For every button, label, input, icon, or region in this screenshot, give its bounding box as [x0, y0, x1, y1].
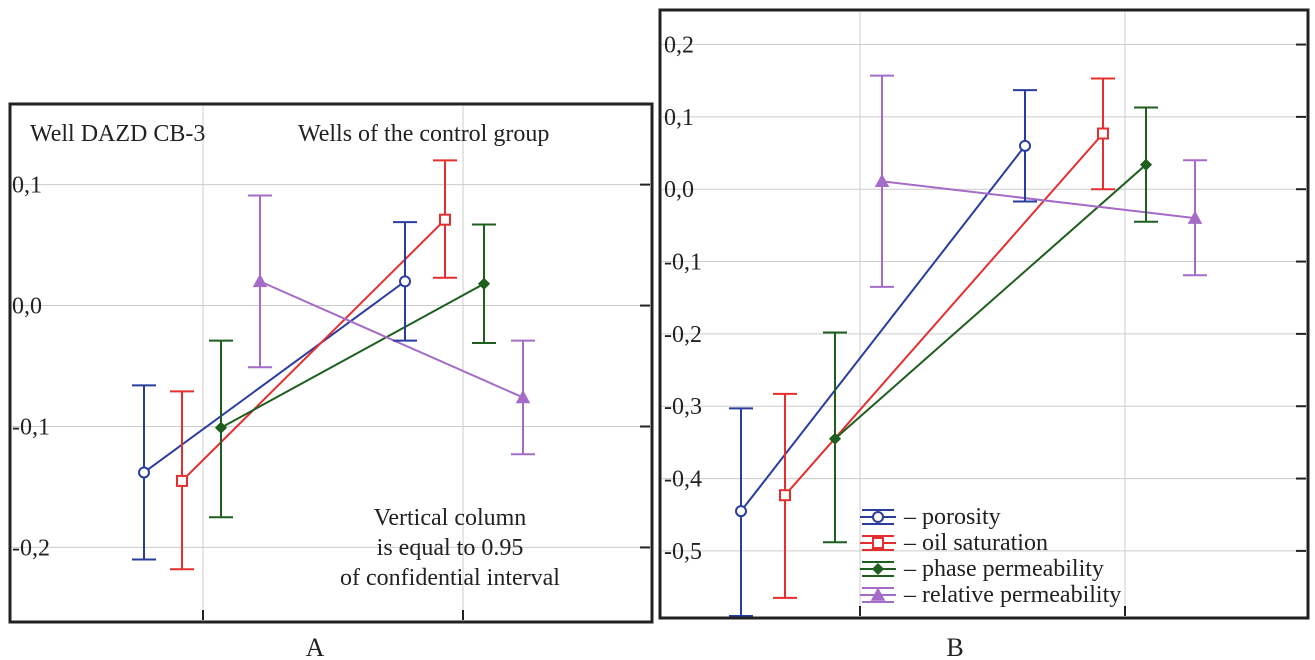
note-line-3: of confidential interval	[340, 565, 560, 591]
legend-marker-porosity	[872, 511, 884, 523]
series-line-phase_permeability	[834, 163, 1147, 440]
series-line-phase_permeability	[220, 282, 485, 429]
data-point-porosity	[1019, 139, 1031, 152]
series-line-porosity	[740, 145, 1026, 512]
plot-frame	[8, 102, 654, 624]
data-point-relative_permeability	[252, 273, 268, 288]
y-tick-label: -0,1	[664, 250, 702, 276]
data-point-oil_saturation	[779, 489, 791, 502]
data-point-porosity	[399, 275, 411, 288]
y-tick-label: -0,1	[12, 414, 50, 440]
group-label-right: Wells of the control group	[298, 121, 549, 147]
legend-label-oil_saturation: – oil saturation	[903, 530, 1048, 556]
legend: – porosity– oil saturation– phase permea…	[860, 504, 1121, 608]
data-point-relative_permeability	[515, 389, 531, 404]
y-tick-label: 0,0	[664, 177, 694, 203]
data-point-phase_permeability	[1139, 158, 1153, 171]
data-point-porosity	[735, 505, 747, 518]
grid-lines	[12, 106, 650, 620]
series-line-oil_saturation	[181, 218, 446, 482]
legend-label-relative_permeability: – relative permeability	[903, 582, 1121, 608]
y-tick-label: 0,1	[12, 173, 42, 199]
legend-marker-phase_permeability	[871, 562, 885, 576]
grid-lines	[662, 12, 1306, 616]
y-tick-label: -0,5	[664, 539, 702, 565]
plot-frame	[658, 8, 1310, 620]
legend-marker-relative_permeability	[870, 587, 886, 601]
y-tick-label: 0,0	[12, 294, 42, 320]
y-tick-label: 0,2	[664, 33, 694, 59]
legend-marker-oil_saturation	[872, 537, 884, 549]
note-line-2: is equal to 0.95	[377, 535, 524, 561]
data-point-oil_saturation	[439, 213, 451, 226]
y-axis-ticks: 0,2 0,1 0,0 -0,1 -0,2 -0,3 -0,4 -0,5	[664, 33, 1306, 616]
series-line-porosity	[143, 280, 406, 474]
panel-label-b: B	[946, 633, 963, 660]
y-tick-label: -0,4	[664, 467, 702, 493]
series-line-relative_permeability	[881, 180, 1196, 220]
data-point-phase_permeability	[214, 421, 228, 434]
group-label-left: Well DAZD CB-3	[30, 121, 205, 147]
data-point-porosity	[138, 466, 150, 479]
chart-panel-a: 0,1 0,0 -0,1 -0,2 Well DAZD CB-3 Wells of t…	[8, 102, 654, 660]
series-line-relative_permeability	[259, 280, 524, 399]
note-line-1: Vertical column	[374, 505, 527, 531]
chart-panel-b: 0,2 0,1 0,0 -0,1 -0,2 -0,3 -0,4 -0,5 – porosity…	[658, 8, 1310, 660]
data-point-phase_permeability	[477, 277, 491, 290]
data-point-relative_permeability	[1187, 210, 1203, 224]
y-tick-label: 0,1	[664, 105, 694, 131]
data-point-phase_permeability	[828, 432, 842, 445]
legend-label-phase_permeability: – phase permeability	[903, 556, 1104, 582]
data-point-relative_permeability	[874, 173, 890, 188]
panel-label-a: A	[306, 633, 325, 660]
legend-label-porosity: – porosity	[903, 504, 1001, 530]
plot-series	[729, 74, 1207, 617]
y-axis-ticks: 0,1 0,0 -0,1 -0,2	[12, 173, 650, 620]
data-point-oil_saturation	[1097, 127, 1109, 140]
y-tick-label: -0,2	[664, 322, 702, 348]
plot-series	[132, 159, 535, 571]
data-point-oil_saturation	[176, 474, 188, 487]
y-tick-label: -0,2	[12, 535, 50, 561]
y-tick-label: -0,3	[664, 394, 702, 420]
